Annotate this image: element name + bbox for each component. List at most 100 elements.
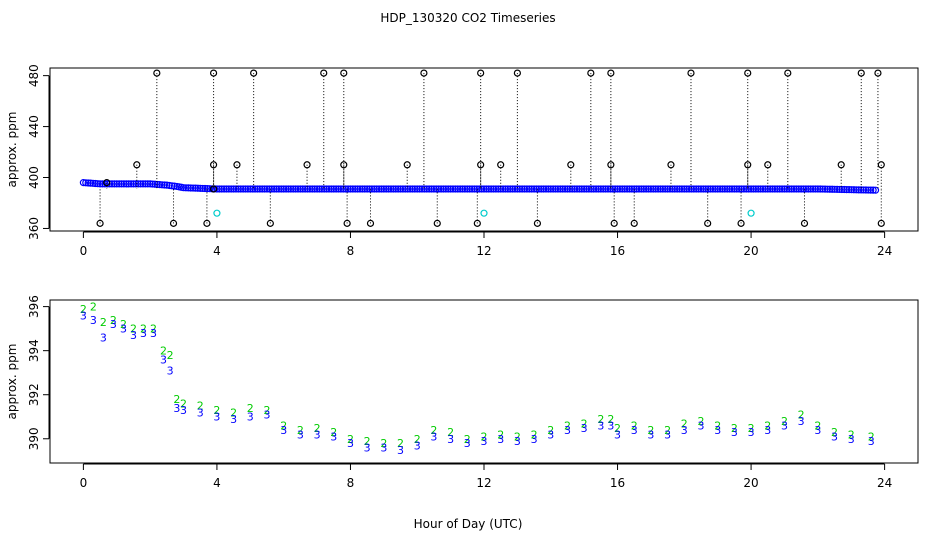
data-point <box>778 185 786 193</box>
data-point <box>637 185 645 193</box>
data-point <box>277 185 285 193</box>
data-point <box>799 185 808 193</box>
data-point: 3 <box>497 433 504 446</box>
data-point <box>630 219 638 227</box>
data-point <box>220 185 228 193</box>
data-point: 3 <box>481 435 488 448</box>
data-point <box>244 185 252 193</box>
data-point: 3 <box>90 314 97 327</box>
data-point <box>340 69 348 77</box>
y-tick-label: 394 <box>27 339 41 362</box>
data-point <box>292 185 300 193</box>
data-point: 3 <box>831 431 838 444</box>
upper-panel: 0 4 8 12 16 20 24 360 400 440 480 approx. ppm <box>5 64 919 258</box>
data-point <box>160 181 169 189</box>
data-point <box>270 185 278 193</box>
data-point <box>189 184 197 192</box>
data-point <box>420 69 428 77</box>
data-point: 3 <box>314 428 321 441</box>
data-point <box>580 185 588 193</box>
data-point <box>478 185 486 193</box>
data-point: 2 <box>397 437 404 450</box>
data-point <box>809 185 817 193</box>
data-point <box>343 219 351 227</box>
x-tick-label: 16 <box>610 476 625 490</box>
data-point <box>702 185 710 193</box>
data-point <box>737 185 746 193</box>
data-point <box>811 185 820 193</box>
data-point <box>869 186 877 194</box>
data-point <box>704 185 712 193</box>
data-point <box>877 161 885 169</box>
data-point <box>342 185 350 193</box>
data-point <box>633 185 641 193</box>
data-point <box>139 180 147 188</box>
data-point <box>411 185 419 193</box>
data-point <box>489 185 498 193</box>
data-point <box>497 161 505 169</box>
data-point <box>499 185 507 193</box>
data-point: 3 <box>868 435 875 448</box>
data-point <box>370 185 378 193</box>
data-point <box>862 186 870 194</box>
data-point <box>449 185 457 193</box>
data-point <box>642 185 650 193</box>
data-point <box>644 185 653 193</box>
data-point <box>802 185 810 193</box>
data-point <box>513 69 521 77</box>
data-point <box>418 185 426 193</box>
data-point <box>766 185 774 193</box>
data-point <box>287 185 295 193</box>
data-point <box>433 219 441 227</box>
data-point <box>704 219 712 227</box>
data-point <box>532 185 541 193</box>
data-point <box>275 185 283 193</box>
data-point: 2 <box>607 413 614 426</box>
data-point: 2 <box>167 349 174 362</box>
data-point: 2 <box>160 345 167 358</box>
data-point <box>659 185 667 193</box>
data-point <box>728 185 736 193</box>
data-point <box>800 219 809 227</box>
data-point <box>158 181 166 189</box>
data-point <box>439 185 448 193</box>
data-point <box>556 185 564 193</box>
data-point: 3 <box>380 442 387 455</box>
data-point <box>561 185 569 193</box>
data-point: 3 <box>150 327 157 340</box>
data-point: 3 <box>173 402 180 415</box>
y-tick-label: 396 <box>27 295 41 318</box>
data-point <box>209 69 218 77</box>
data-point <box>380 185 388 193</box>
data-point <box>494 185 502 193</box>
data-point <box>590 185 598 193</box>
data-point <box>582 185 591 193</box>
data-point: 2 <box>814 420 821 433</box>
data-point <box>623 185 631 193</box>
data-point <box>354 185 362 193</box>
data-point <box>855 186 863 194</box>
data-point: 2 <box>110 314 117 327</box>
data-point <box>814 185 822 193</box>
data-point: 2 <box>247 402 254 415</box>
data-point <box>797 185 805 193</box>
data-point <box>82 179 90 187</box>
data-point <box>709 185 717 193</box>
data-point <box>133 161 141 169</box>
data-point: 2 <box>364 435 371 448</box>
data-point <box>828 185 836 193</box>
data-point <box>232 185 240 193</box>
data-point <box>266 219 274 227</box>
data-point <box>587 69 595 77</box>
plot-frame <box>49 67 919 232</box>
data-point <box>864 186 872 194</box>
data-point: 2 <box>647 424 654 437</box>
data-point: 3 <box>130 329 137 342</box>
data-point <box>120 180 128 188</box>
data-point <box>874 69 882 77</box>
data-point <box>327 185 335 193</box>
data-point <box>610 219 618 227</box>
data-point <box>547 185 555 193</box>
data-point <box>837 161 845 169</box>
data-point <box>349 185 357 193</box>
